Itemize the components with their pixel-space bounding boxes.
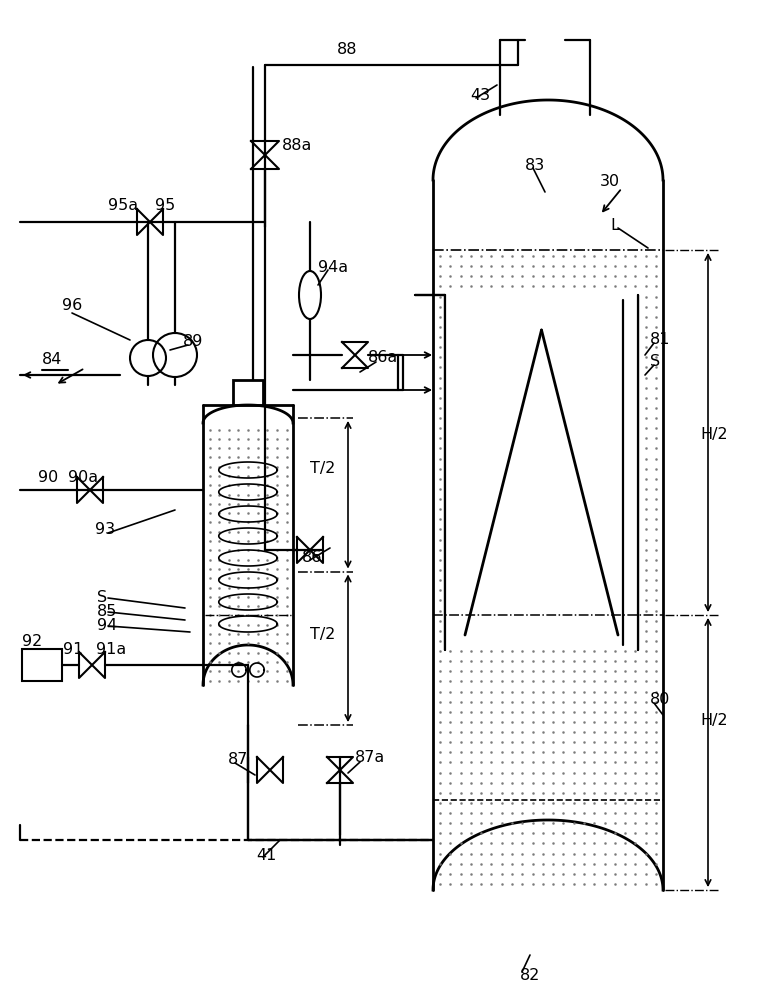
Text: 93: 93 [95,522,115,538]
Text: 95a: 95a [108,198,138,213]
Text: 95: 95 [155,198,175,213]
Text: 43: 43 [470,88,490,103]
Text: 91: 91 [63,643,84,658]
Text: 81: 81 [650,332,670,348]
Text: 90: 90 [38,470,58,485]
Text: 94: 94 [97,618,118,634]
Text: 90a: 90a [68,470,98,485]
Bar [233,380,263,405]
Text: S: S [97,590,107,605]
Text: T/2: T/2 [310,628,336,643]
Text: 30: 30 [600,174,620,190]
Text: S: S [650,355,660,369]
Text: 96: 96 [62,298,82,312]
Text: 88: 88 [337,42,357,57]
Text: L: L [610,218,619,232]
Text: 94a: 94a [318,260,348,275]
Bar [445,295,638,650]
Text: 86a: 86a [368,351,399,365]
Text: 85: 85 [97,604,118,619]
Text: 84: 84 [42,353,62,367]
Text: 82: 82 [520,968,541,982]
Text: 92: 92 [22,635,42,650]
Bar [22,649,62,681]
Text: 83: 83 [525,157,545,172]
Text: T/2: T/2 [310,460,336,476]
Text: 87a: 87a [355,750,386,766]
Text: H/2: H/2 [700,428,727,442]
Text: 86: 86 [302,550,323,566]
Text: 41: 41 [256,848,276,862]
Text: 87: 87 [228,752,248,768]
Text: 80: 80 [650,692,670,708]
Text: 91a: 91a [96,643,126,658]
Text: H/2: H/2 [700,712,727,728]
Text: 89: 89 [183,334,204,350]
Text: 88a: 88a [282,137,313,152]
